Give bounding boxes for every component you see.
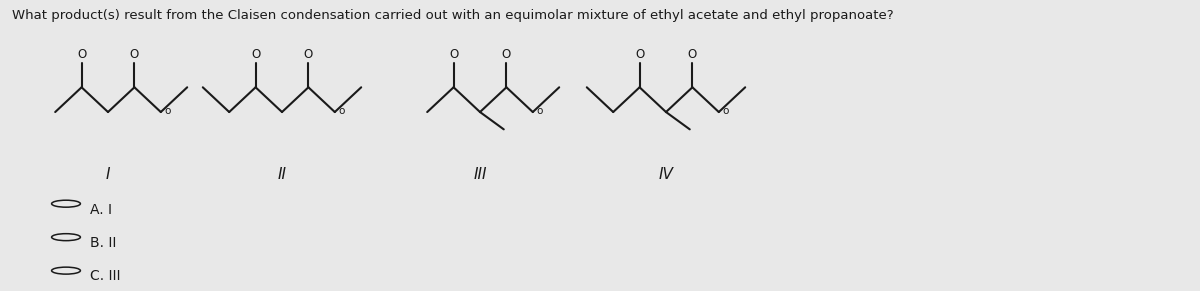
Text: o: o — [536, 106, 542, 116]
Text: O: O — [130, 48, 139, 61]
Text: O: O — [635, 48, 644, 61]
Text: I: I — [106, 167, 110, 182]
Text: o: o — [722, 106, 728, 116]
Text: III: III — [473, 167, 487, 182]
Text: o: o — [164, 106, 170, 116]
Text: A. I: A. I — [90, 203, 112, 217]
Text: O: O — [77, 48, 86, 61]
Text: II: II — [277, 167, 287, 182]
Text: O: O — [251, 48, 260, 61]
Text: B. II: B. II — [90, 236, 116, 250]
Text: O: O — [449, 48, 458, 61]
Text: O: O — [304, 48, 313, 61]
Text: O: O — [502, 48, 511, 61]
Text: IV: IV — [659, 167, 673, 182]
Text: C. III: C. III — [90, 269, 120, 283]
Text: What product(s) result from the Claisen condensation carried out with an equimol: What product(s) result from the Claisen … — [12, 9, 894, 22]
Text: o: o — [338, 106, 344, 116]
Text: O: O — [688, 48, 697, 61]
